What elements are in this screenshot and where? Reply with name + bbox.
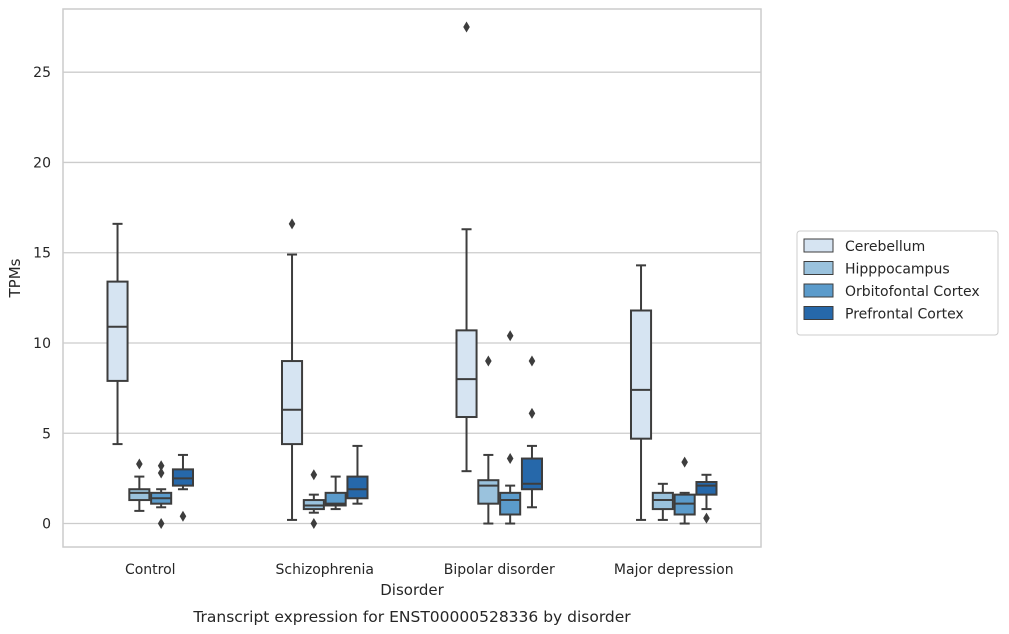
y-tick-label: 15: [33, 246, 51, 262]
box-iqr: [499, 491, 522, 516]
y-tick-label: 25: [33, 65, 51, 81]
outlier-point: [288, 218, 296, 230]
outlier-point: [681, 456, 688, 468]
x-tick-label: Bipolar disorder: [444, 562, 555, 578]
y-axis-ticks: 0 5 10 15 20 25: [33, 65, 51, 532]
box-1-0: [128, 458, 151, 512]
box-2-3: [673, 456, 696, 525]
box-2-0: [150, 460, 173, 530]
x-tick-label: Control: [125, 562, 176, 578]
box-iqr: [477, 479, 500, 505]
box-iqr: [455, 329, 478, 419]
y-axis-label: TPMs: [6, 258, 24, 298]
outlier-point: [310, 469, 318, 481]
outlier-point: [157, 467, 165, 479]
box-1-2: [477, 355, 500, 525]
chart-caption: Transcript expression for ENST0000052833…: [192, 608, 631, 626]
box-2-1: [324, 475, 347, 511]
box-1-1: [302, 469, 325, 530]
legend-label: Cerebellum: [845, 239, 925, 255]
legend-swatch: [803, 261, 834, 275]
legend-swatch: [803, 306, 834, 320]
plot-frame: [62, 8, 762, 548]
x-tick-label: Major depression: [614, 562, 734, 578]
legend-label: Orbitofontal Cortex: [845, 284, 980, 300]
box-iqr: [346, 475, 369, 500]
box-0-3: [629, 264, 653, 521]
y-tick-label: 5: [42, 426, 51, 442]
outlier-point: [528, 355, 536, 367]
legend-label: Prefrontal Cortex: [845, 307, 964, 323]
outlier-point: [528, 407, 536, 419]
y-tick-label: 0: [42, 517, 51, 533]
box-0-2: [455, 21, 478, 473]
box-iqr: [520, 457, 544, 491]
outlier-point: [157, 460, 165, 472]
box-iqr: [629, 309, 653, 440]
box-iqr: [128, 488, 151, 502]
outlier-point: [506, 453, 514, 465]
x-tick-label: Schizophrenia: [276, 562, 374, 578]
outlier-point: [485, 355, 492, 367]
box-3-0: [171, 453, 195, 522]
y-gridlines: [63, 71, 761, 525]
outlier-point: [179, 510, 187, 522]
outlier-point: [463, 21, 470, 33]
legend-label: Hipppocampus: [845, 262, 950, 278]
box-iqr: [324, 491, 347, 507]
legend-swatch: [803, 283, 834, 298]
box-iqr: [106, 280, 129, 382]
outlier-point: [310, 518, 318, 530]
x-axis-ticks: Control Schizophrenia Bipolar disorder Majo…: [125, 562, 734, 578]
box-1-3: [651, 482, 674, 521]
box-2-2: [499, 330, 522, 525]
y-tick-label: 10: [33, 336, 51, 352]
box-groups: [106, 21, 718, 530]
outlier-point: [506, 330, 514, 342]
y-tick-label: 20: [33, 155, 51, 171]
box-3-1: [346, 444, 369, 505]
outlier-point: [157, 518, 165, 530]
box-3-3: [695, 473, 718, 524]
box-3-2: [520, 355, 544, 509]
box-iqr: [695, 481, 718, 496]
legend-swatch: [803, 238, 834, 253]
outlier-point: [136, 458, 143, 470]
box-iqr: [280, 360, 304, 446]
x-axis-label: Disorder: [380, 581, 444, 599]
legend: Cerebellum Hipppocampus Orbitofontal Corte…: [796, 230, 999, 336]
box-0-0: [106, 222, 129, 446]
legend-frame: [796, 230, 999, 336]
outlier-point: [703, 512, 710, 524]
box-0-1: [280, 218, 304, 521]
